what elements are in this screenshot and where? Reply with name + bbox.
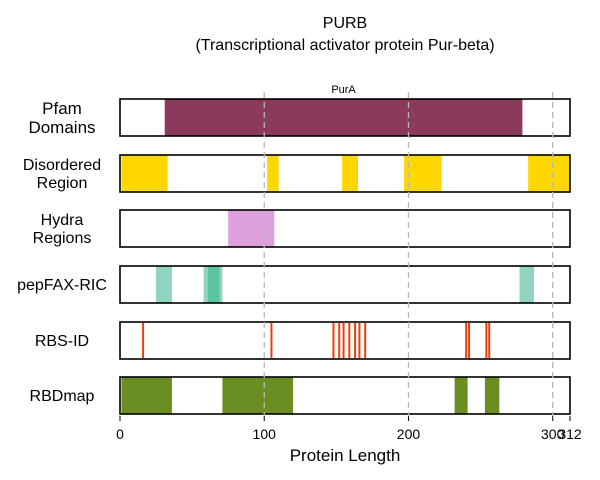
segment-bar	[228, 210, 275, 247]
x-tick-label: 312	[558, 426, 582, 442]
segment-bar	[156, 266, 172, 303]
track-label: Hydra Regions	[33, 212, 92, 247]
track-background	[120, 210, 570, 247]
segment-overlap	[207, 266, 220, 303]
segment-bar	[528, 155, 570, 192]
segment-label: PurA	[331, 84, 356, 96]
chart-subtitle: (Transcriptional activator protein Pur-b…	[195, 37, 494, 54]
track-label: RBDmap	[30, 388, 95, 405]
track-background	[120, 377, 570, 414]
tracks: PurA Pfam Domains Disordered Region Hydra Regi…	[17, 84, 571, 415]
segment-bar	[454, 377, 468, 414]
track-label: Pfam Domains	[28, 99, 95, 137]
segment-bar	[519, 266, 534, 303]
track-0: PurA Pfam Domains	[28, 84, 571, 137]
track-background	[120, 266, 570, 303]
segment-bar	[121, 155, 168, 192]
track-frame	[119, 98, 571, 137]
track-4: RBS-ID	[35, 321, 571, 360]
track-2: Hydra Regions	[33, 209, 571, 248]
segment-bar	[484, 377, 500, 414]
x-tick-label: 0	[116, 426, 124, 442]
track-frame	[119, 265, 571, 304]
track-label: pepFAX-RIC	[17, 277, 107, 294]
track-frame	[119, 154, 571, 193]
gridlines	[263, 92, 554, 416]
segment-bar	[404, 155, 442, 192]
x-axis-label: Protein Length	[290, 446, 401, 465]
track-5: RBDmap	[30, 376, 571, 415]
track-label: Disordered Region	[23, 157, 101, 192]
segment-bar	[222, 377, 294, 414]
track-frame	[119, 321, 571, 360]
segment-bar	[342, 155, 358, 192]
track-background	[120, 322, 570, 359]
segment-bar	[164, 99, 523, 136]
track-frame	[119, 376, 571, 415]
x-tick-label: 200	[397, 426, 421, 442]
x-tick-label: 100	[253, 426, 277, 442]
segment-bar	[267, 155, 279, 192]
track-3: pepFAX-RIC	[17, 265, 571, 304]
track-label: RBS-ID	[35, 333, 89, 350]
track-frame	[119, 209, 571, 248]
segment-bar	[121, 377, 172, 414]
x-tick-label: 300	[541, 426, 565, 442]
chart-title: PURB	[323, 15, 367, 32]
track-1: Disordered Region	[23, 154, 571, 193]
